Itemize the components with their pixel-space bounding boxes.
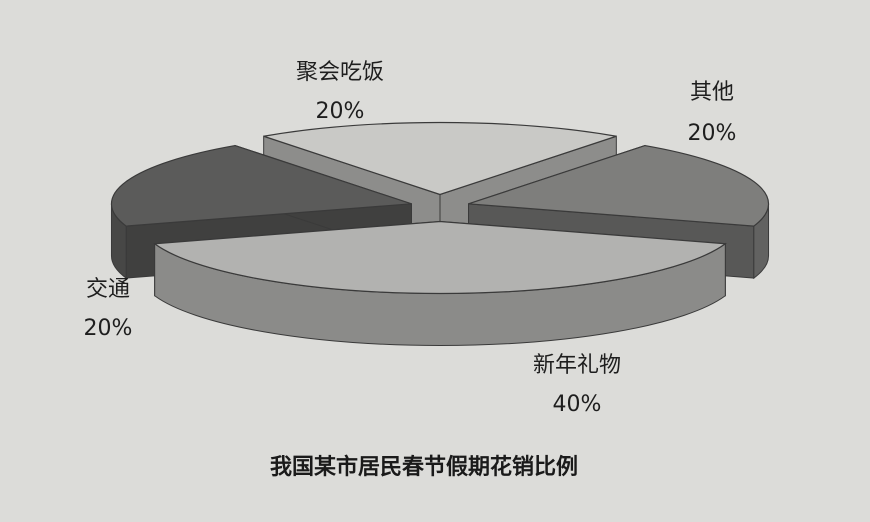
slice-value-dining: 20% xyxy=(316,99,365,124)
pie-slice-top-transport xyxy=(468,144,770,227)
slice-value-transport: 20% xyxy=(84,316,133,341)
slice-label-gifts: 新年礼物 xyxy=(533,353,621,378)
chart-title: 我国某市居民春节假期花销比例 xyxy=(270,454,578,480)
slice-value-gifts: 40% xyxy=(553,392,602,417)
pie-slice-top-other xyxy=(110,144,412,227)
slice-value-other: 20% xyxy=(688,121,737,146)
pie-slices xyxy=(110,121,770,346)
slice-label-dining: 聚会吃饭 xyxy=(296,60,384,85)
pie-slice-top-gifts xyxy=(153,220,727,295)
slice-label-other: 其他 xyxy=(690,80,734,105)
pie-slice-top-dining xyxy=(263,121,617,196)
slice-label-transport: 交通 xyxy=(86,277,130,302)
pie-slice-gifts xyxy=(153,220,727,346)
